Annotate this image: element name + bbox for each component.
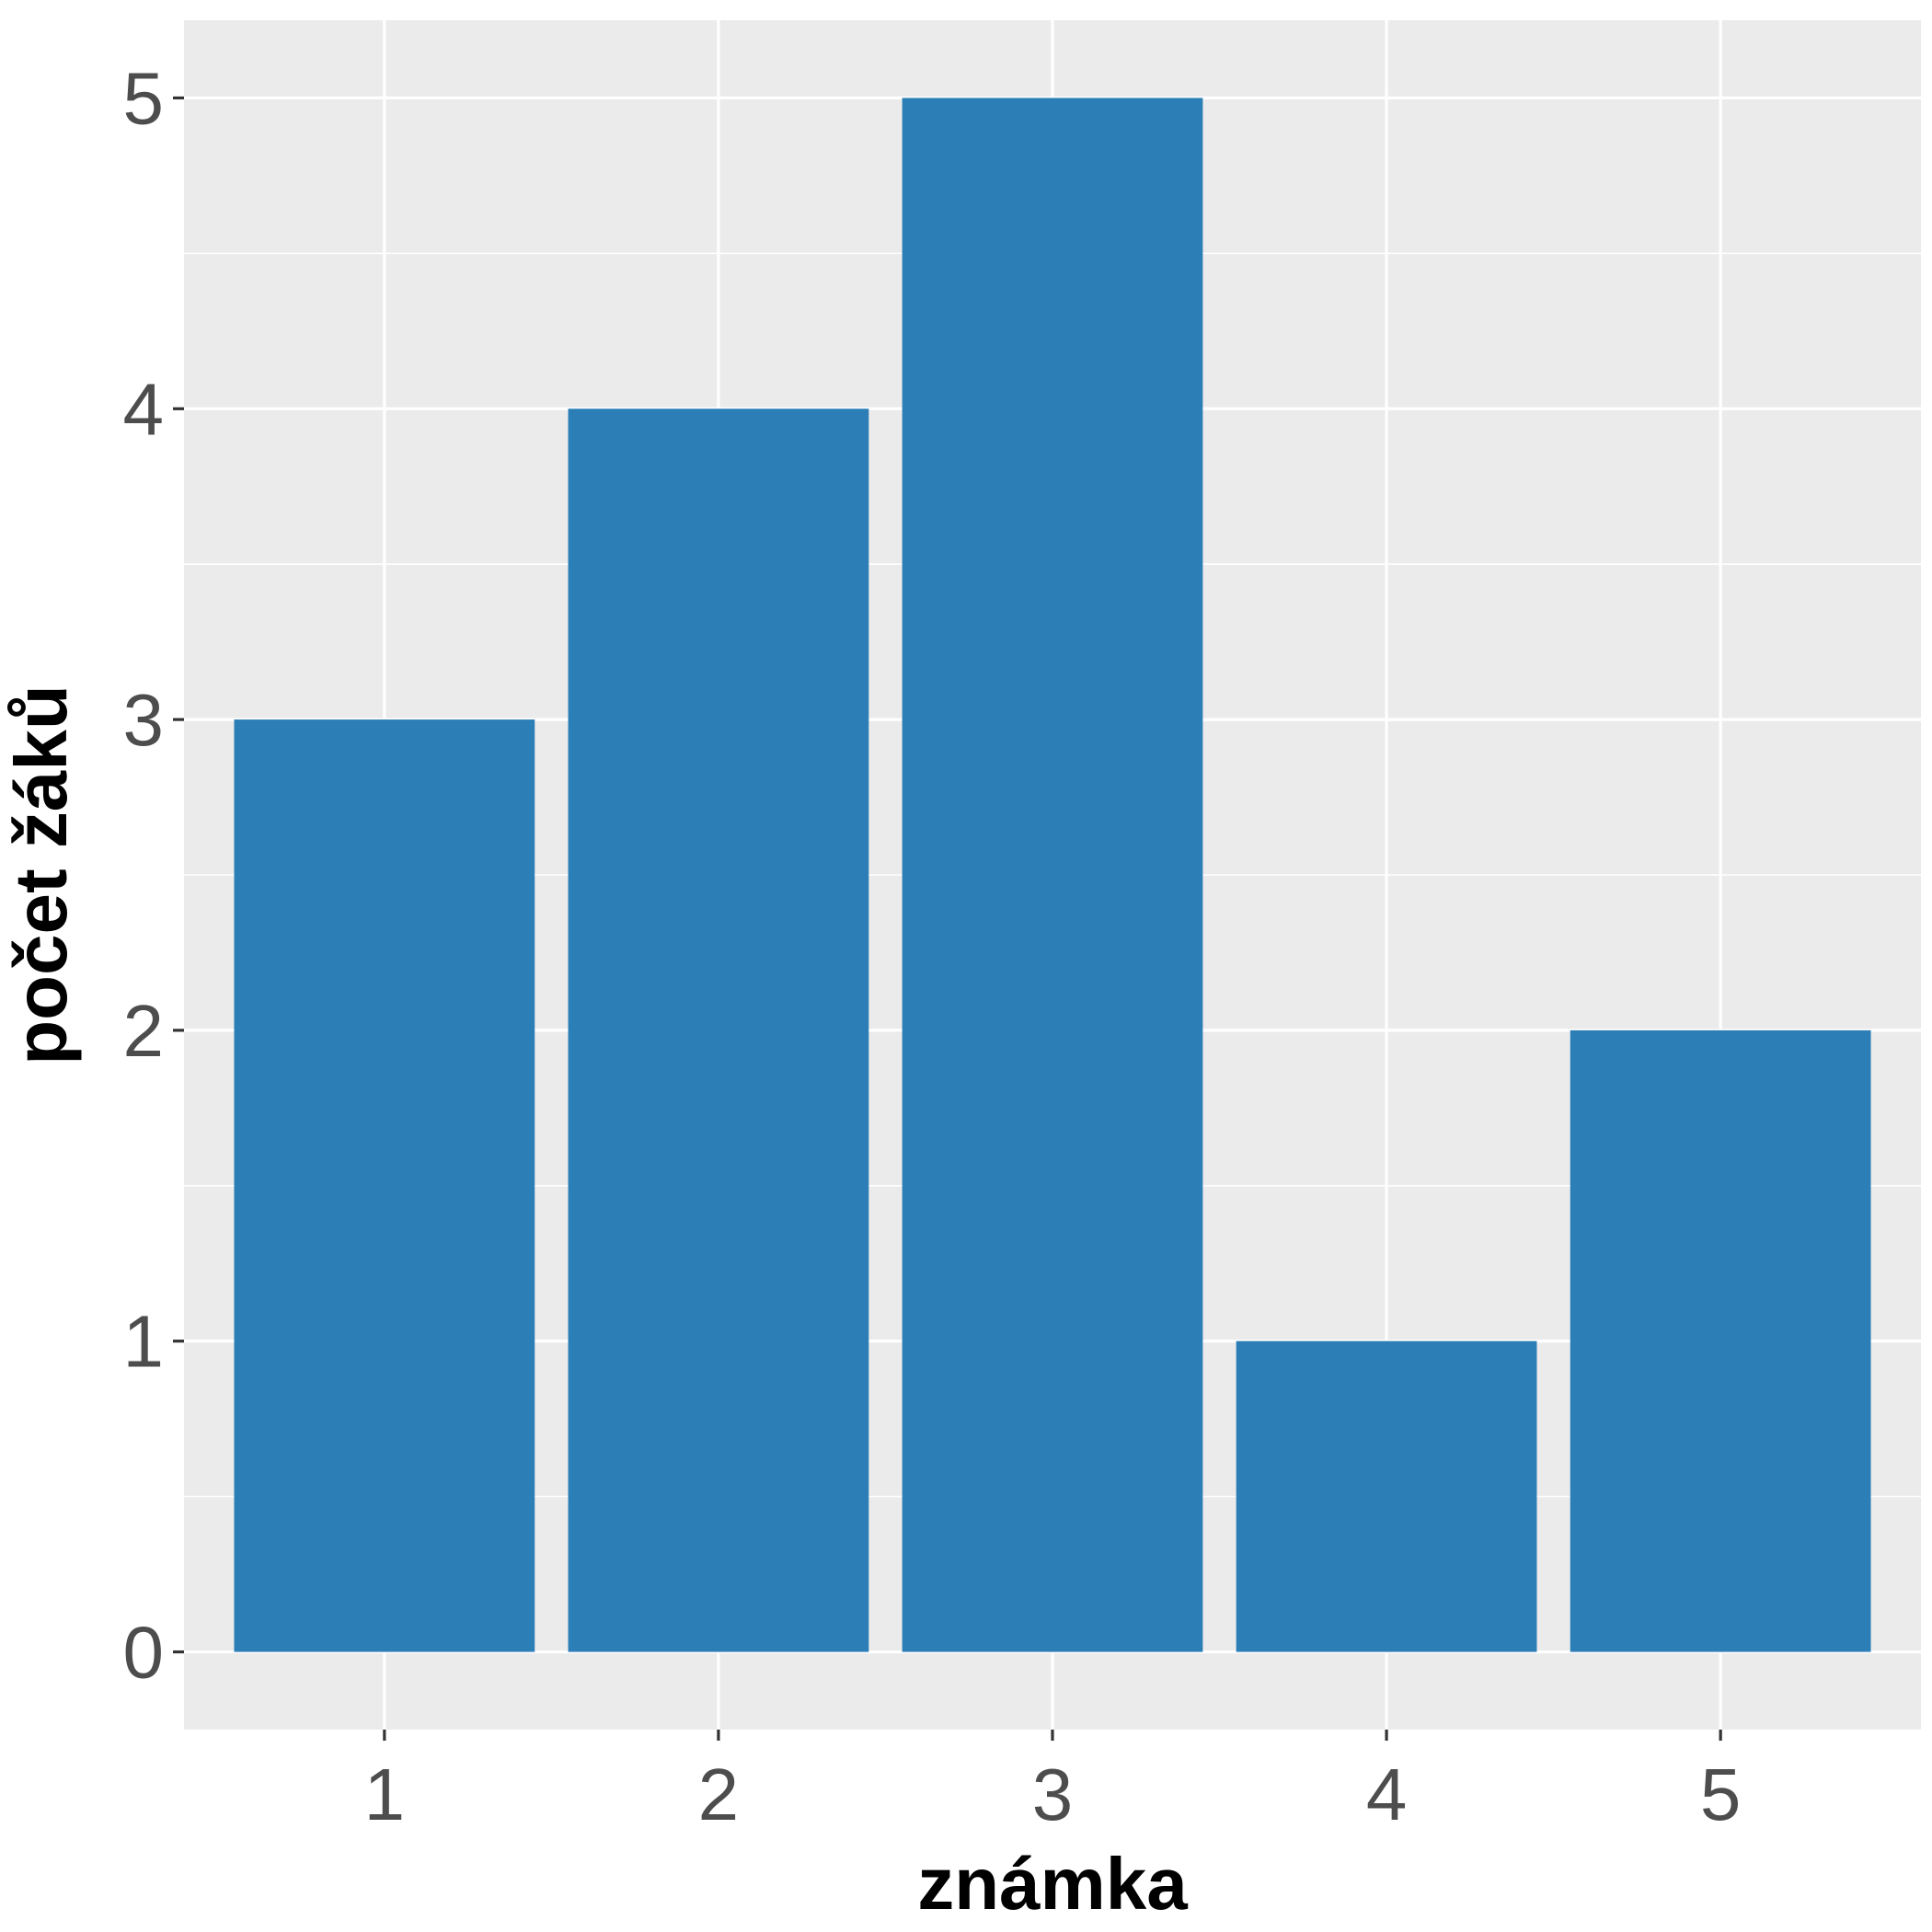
x-tick-label: 4 (1366, 1754, 1408, 1835)
y-tick-label: 0 (123, 1612, 165, 1694)
bar-3 (902, 98, 1203, 1652)
y-tick-label: 4 (123, 368, 165, 450)
y-axis-title: počet žáků (0, 684, 82, 1064)
x-axis-title: známka (917, 1843, 1188, 1925)
y-tick-label: 3 (123, 679, 165, 761)
y-axis-ticks: 0 1 2 3 4 5 (123, 57, 184, 1694)
x-tick-label: 1 (364, 1754, 406, 1835)
x-tick-label: 5 (1700, 1754, 1742, 1835)
bar-5 (1570, 1029, 1871, 1652)
y-tick-label: 1 (123, 1301, 165, 1383)
bar-2 (568, 408, 869, 1652)
x-tick-label: 3 (1032, 1754, 1074, 1835)
y-tick-label: 2 (123, 990, 165, 1072)
y-tick-label: 5 (123, 57, 165, 139)
bar-4 (1236, 1340, 1537, 1652)
x-tick-label: 2 (698, 1754, 740, 1835)
x-axis-ticks: 1 2 3 4 5 (364, 1730, 1742, 1835)
bar-1 (234, 719, 535, 1652)
bars (234, 98, 1871, 1652)
